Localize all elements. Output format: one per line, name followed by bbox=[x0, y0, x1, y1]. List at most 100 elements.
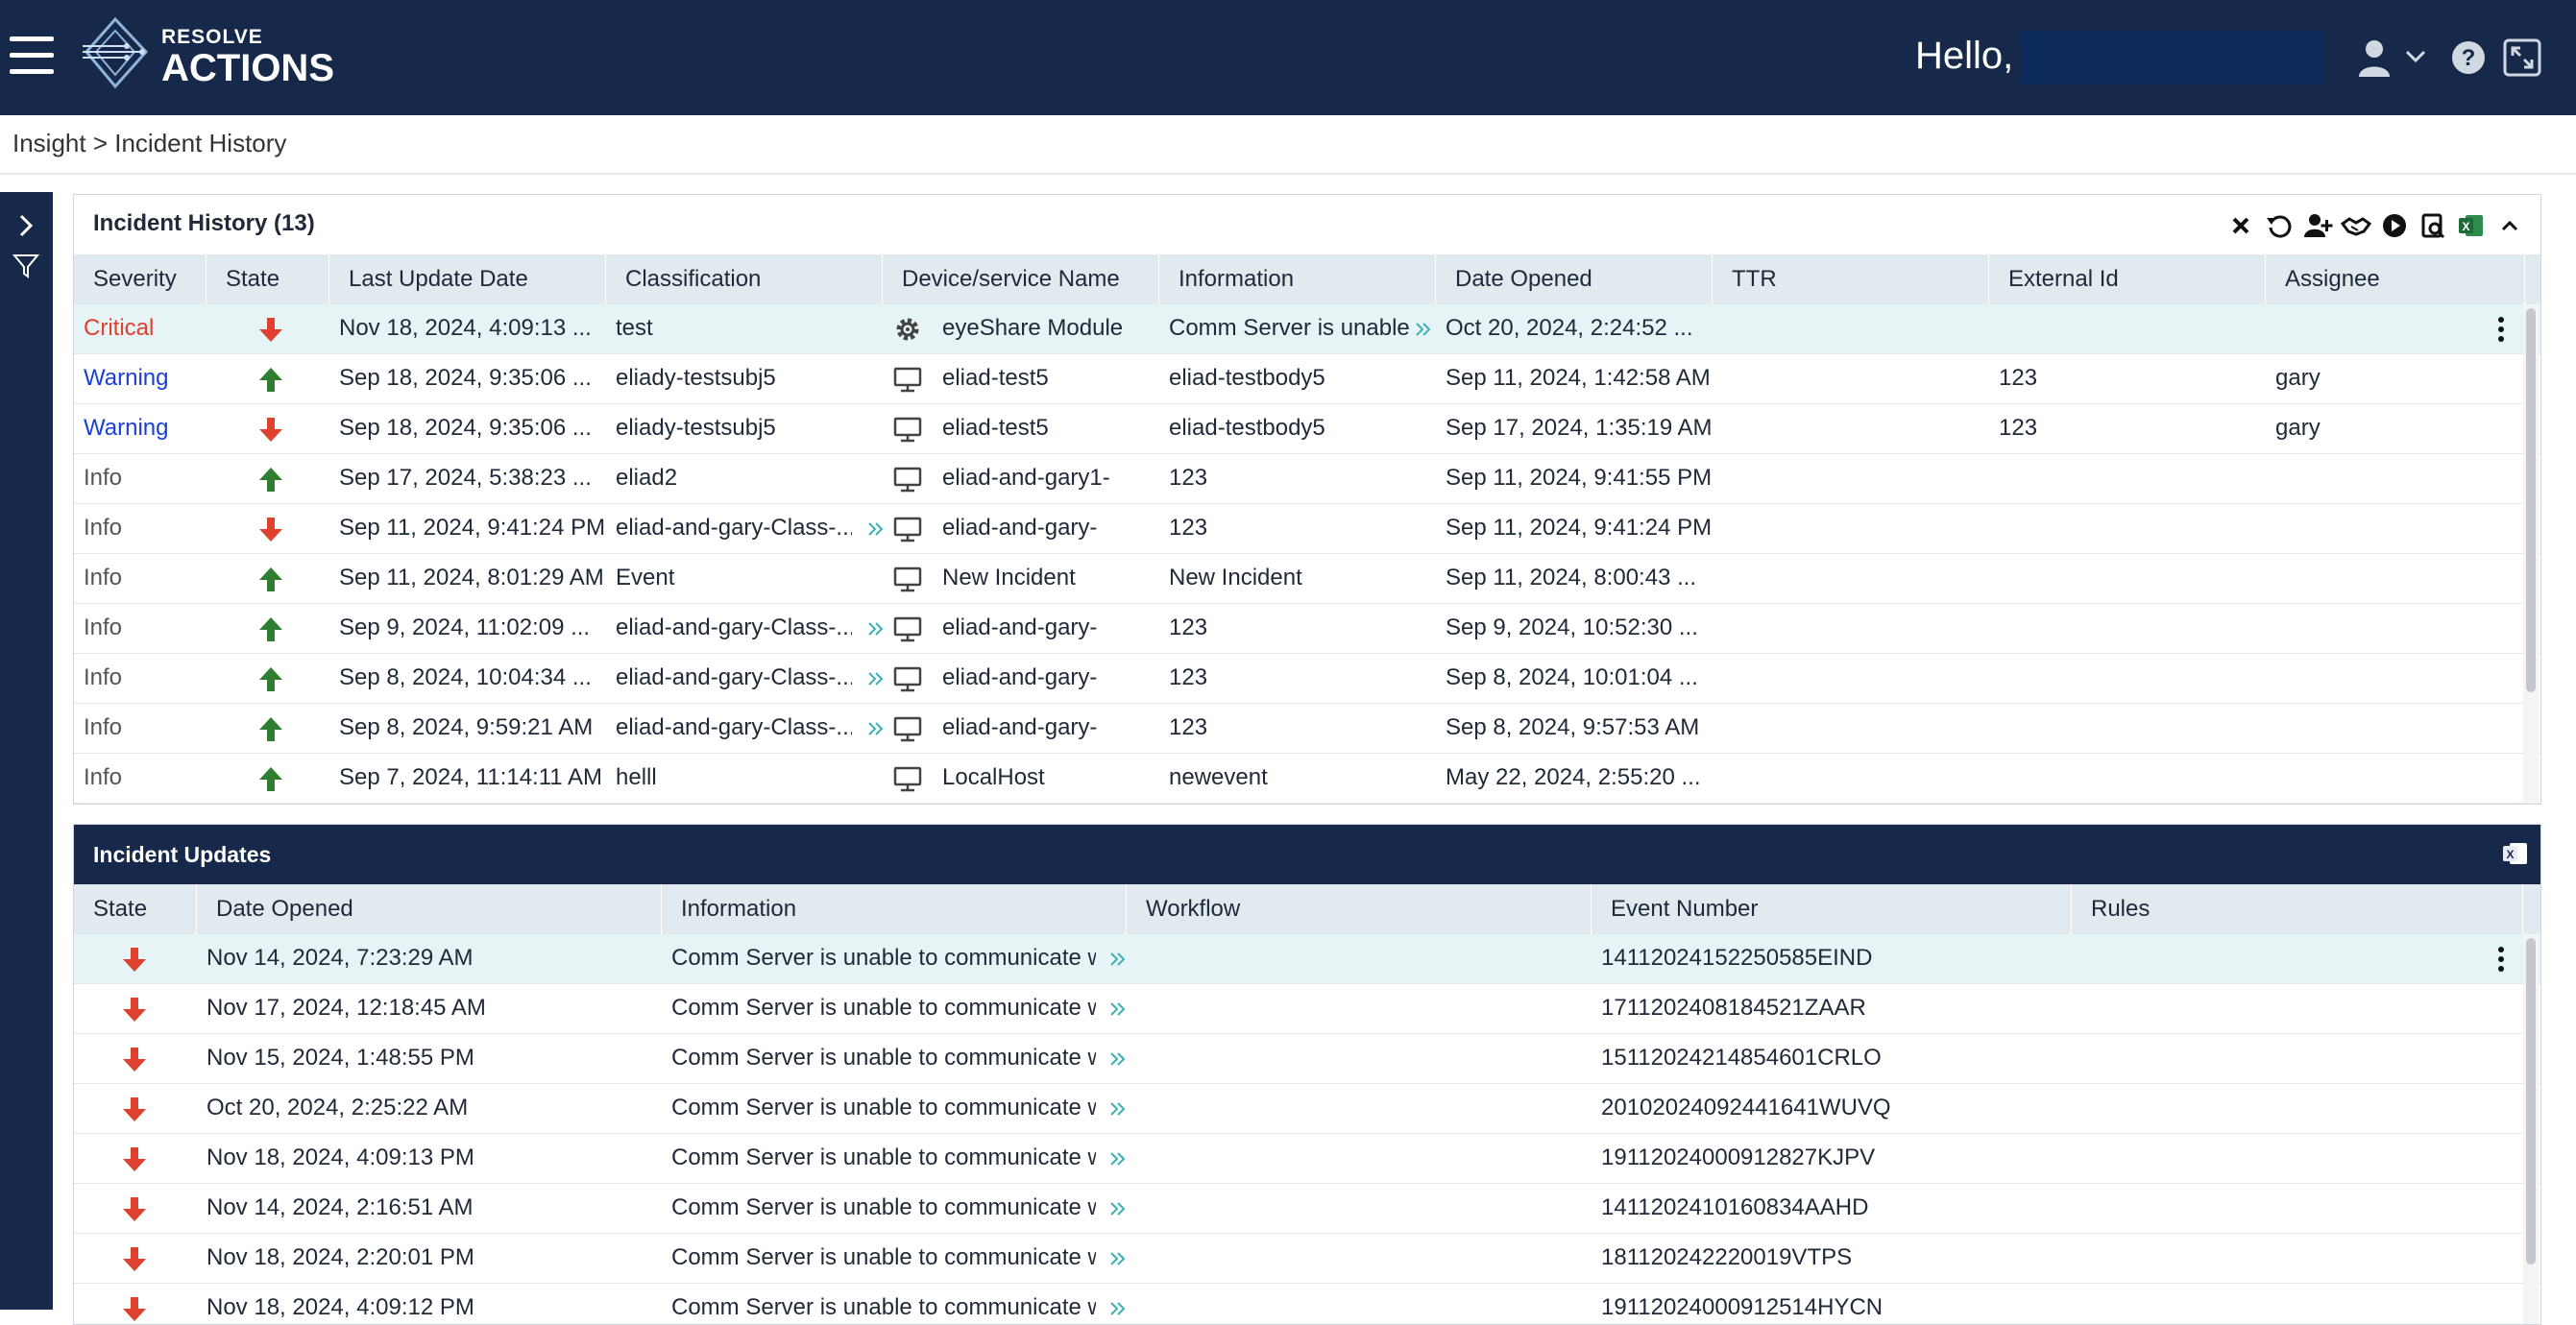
expand-sidebar-chevron-icon[interactable] bbox=[13, 211, 38, 240]
fullscreen-icon[interactable] bbox=[2499, 35, 2545, 81]
svg-text:X: X bbox=[2462, 220, 2469, 233]
workflow-cell bbox=[1127, 1234, 1592, 1284]
incident-history-scroll-thumb[interactable] bbox=[2526, 308, 2536, 692]
device-name-cell: eliad-and-gary- bbox=[942, 515, 1098, 541]
information-cell: Comm Server is unable to communicate w..… bbox=[671, 1144, 1096, 1170]
column-header[interactable]: State bbox=[207, 254, 329, 304]
column-header[interactable]: Event Number bbox=[1592, 884, 2072, 934]
external-id-cell bbox=[1989, 754, 2266, 804]
column-header[interactable]: External Id bbox=[1989, 254, 2266, 304]
add-user-icon[interactable] bbox=[2302, 210, 2333, 241]
state-up-arrow-icon bbox=[259, 767, 282, 791]
incident-updates-scroll-thumb[interactable] bbox=[2526, 938, 2536, 1265]
logo-line2: ACTIONS bbox=[161, 47, 334, 89]
column-header[interactable]: Device/service Name bbox=[883, 254, 1159, 304]
excel-icon[interactable]: X bbox=[2456, 210, 2487, 241]
expand-chevrons-icon[interactable] bbox=[865, 718, 887, 739]
column-header[interactable]: TTR bbox=[1713, 254, 1989, 304]
svg-text:X: X bbox=[2506, 848, 2514, 861]
expand-chevrons-icon[interactable] bbox=[1107, 1198, 1129, 1219]
table-row[interactable]: Nov 15, 2024, 1:48:55 PM Comm Server is u… bbox=[74, 1034, 2540, 1084]
row-menu-kebab-icon[interactable] bbox=[2487, 944, 2515, 975]
expand-chevrons-icon[interactable] bbox=[1107, 1098, 1129, 1120]
table-row[interactable]: Info Sep 8, 2024, 10:04:34 ... eliad-and-g… bbox=[74, 654, 2540, 704]
play-icon[interactable] bbox=[2379, 210, 2410, 241]
information-cell: Comm Server is unable to communicate w..… bbox=[671, 1294, 1096, 1320]
table-row[interactable]: Nov 18, 2024, 4:09:13 PM Comm Server is u… bbox=[74, 1134, 2540, 1184]
expand-chevrons-icon[interactable] bbox=[1107, 1148, 1129, 1169]
ttr-cell bbox=[1713, 404, 1989, 454]
table-row[interactable]: Oct 20, 2024, 2:25:22 AM Comm Server is u… bbox=[74, 1084, 2540, 1134]
expand-chevrons-icon[interactable] bbox=[1107, 1248, 1129, 1269]
left-rail bbox=[0, 192, 53, 1310]
column-header[interactable]: Workflow bbox=[1127, 884, 1592, 934]
expand-chevrons-icon[interactable] bbox=[1107, 1298, 1129, 1319]
table-row[interactable]: Critical Nov 18, 2024, 4:09:13 ... test eye… bbox=[74, 304, 2540, 354]
rules-cell bbox=[2072, 1134, 2475, 1184]
table-row[interactable]: Info Sep 9, 2024, 11:02:09 ... eliad-and-g… bbox=[74, 604, 2540, 654]
row-menu-kebab-icon[interactable] bbox=[2487, 314, 2515, 345]
table-row[interactable]: Nov 17, 2024, 12:18:45 AM Comm Server is … bbox=[74, 984, 2540, 1034]
assignee-cell bbox=[2266, 604, 2477, 654]
table-row[interactable]: Warning Sep 18, 2024, 9:35:06 ... eliady-t… bbox=[74, 354, 2540, 404]
handshake-icon[interactable] bbox=[2341, 210, 2371, 241]
incident-history-scrollbar[interactable] bbox=[2523, 304, 2539, 804]
table-row[interactable]: Nov 14, 2024, 2:16:51 AM Comm Server is u… bbox=[74, 1184, 2540, 1234]
table-row[interactable]: Info Sep 11, 2024, 9:41:24 PM eliad-and-ga… bbox=[74, 504, 2540, 554]
excel-icon[interactable]: X bbox=[2500, 838, 2531, 869]
report-search-icon[interactable] bbox=[2418, 210, 2448, 241]
expand-chevrons-icon[interactable] bbox=[1107, 949, 1129, 970]
table-row[interactable]: Warning Sep 18, 2024, 9:35:06 ... eliady-t… bbox=[74, 404, 2540, 454]
rules-cell bbox=[2072, 984, 2475, 1034]
information-cell: New Incident bbox=[1169, 565, 1302, 590]
ttr-cell bbox=[1713, 354, 1989, 404]
table-row[interactable]: Nov 18, 2024, 2:20:01 PM Comm Server is u… bbox=[74, 1234, 2540, 1284]
expand-chevrons-icon[interactable] bbox=[865, 668, 887, 689]
ttr-cell bbox=[1713, 604, 1989, 654]
table-row[interactable]: Nov 14, 2024, 7:23:29 AM Comm Server is u… bbox=[74, 934, 2540, 984]
user-icon[interactable] bbox=[2351, 35, 2397, 81]
column-header[interactable]: State bbox=[74, 884, 197, 934]
table-row[interactable]: Info Sep 8, 2024, 9:59:21 AM eliad-and-gar… bbox=[74, 704, 2540, 754]
column-header[interactable]: Information bbox=[1159, 254, 1436, 304]
expand-chevrons-icon[interactable] bbox=[1107, 1048, 1129, 1070]
resolve-actions-logo[interactable]: RESOLVE ACTIONS bbox=[83, 13, 334, 102]
column-header[interactable]: Classification bbox=[606, 254, 883, 304]
date-opened-cell: Sep 11, 2024, 1:42:58 AM bbox=[1446, 365, 1711, 391]
table-row[interactable]: Info Sep 17, 2024, 5:38:23 ... eliad2 eliad… bbox=[74, 454, 2540, 504]
incident-updates-scrollbar[interactable] bbox=[2523, 934, 2539, 1324]
column-header[interactable]: Information bbox=[662, 884, 1127, 934]
information-cell: 123 bbox=[1169, 614, 1208, 640]
column-header[interactable]: Rules bbox=[2072, 884, 2523, 934]
column-header[interactable]: Last Update Date bbox=[329, 254, 606, 304]
device-name-cell: eliad-and-gary- bbox=[942, 664, 1098, 690]
collapse-chevron-up-icon[interactable] bbox=[2494, 210, 2525, 241]
close-icon[interactable] bbox=[2225, 210, 2256, 241]
gear-icon bbox=[896, 318, 919, 341]
state-down-arrow-icon bbox=[123, 948, 146, 972]
state-down-arrow-icon bbox=[123, 1097, 146, 1121]
hamburger-menu-icon[interactable] bbox=[10, 36, 54, 75]
column-header[interactable]: Severity bbox=[74, 254, 207, 304]
table-row[interactable]: Info Sep 7, 2024, 11:14:11 AM helll LocalHo… bbox=[74, 754, 2540, 804]
information-cell: Comm Server is unable to communicate w..… bbox=[671, 1095, 1096, 1120]
expand-chevrons-icon[interactable] bbox=[865, 618, 887, 639]
chevron-down-icon[interactable] bbox=[2401, 42, 2430, 71]
table-row[interactable]: Nov 18, 2024, 4:09:12 PM Comm Server is u… bbox=[74, 1284, 2540, 1324]
help-icon[interactable]: ? bbox=[2445, 35, 2491, 81]
table-row[interactable]: Info Sep 11, 2024, 8:01:29 AM Event New Inc… bbox=[74, 554, 2540, 604]
filter-icon[interactable] bbox=[12, 252, 40, 280]
refresh-icon[interactable] bbox=[2264, 210, 2295, 241]
expand-chevrons-icon[interactable] bbox=[865, 518, 887, 540]
expand-chevrons-icon[interactable] bbox=[1107, 999, 1129, 1020]
assignee-cell bbox=[2266, 504, 2477, 554]
column-header[interactable]: Date Opened bbox=[1436, 254, 1713, 304]
expand-chevrons-icon[interactable] bbox=[1413, 319, 1434, 340]
information-cell: Comm Server is unable to communicate w..… bbox=[671, 1045, 1096, 1071]
information-cell: Comm Server is unable to communicate w..… bbox=[671, 1244, 1096, 1270]
column-header[interactable]: Assignee bbox=[2266, 254, 2525, 304]
device-name-cell: eliad-and-gary1- bbox=[942, 465, 1110, 491]
assignee-cell bbox=[2266, 754, 2477, 804]
column-header[interactable]: Date Opened bbox=[197, 884, 662, 934]
information-cell: Comm Server is unable to communicate w..… bbox=[671, 945, 1096, 971]
